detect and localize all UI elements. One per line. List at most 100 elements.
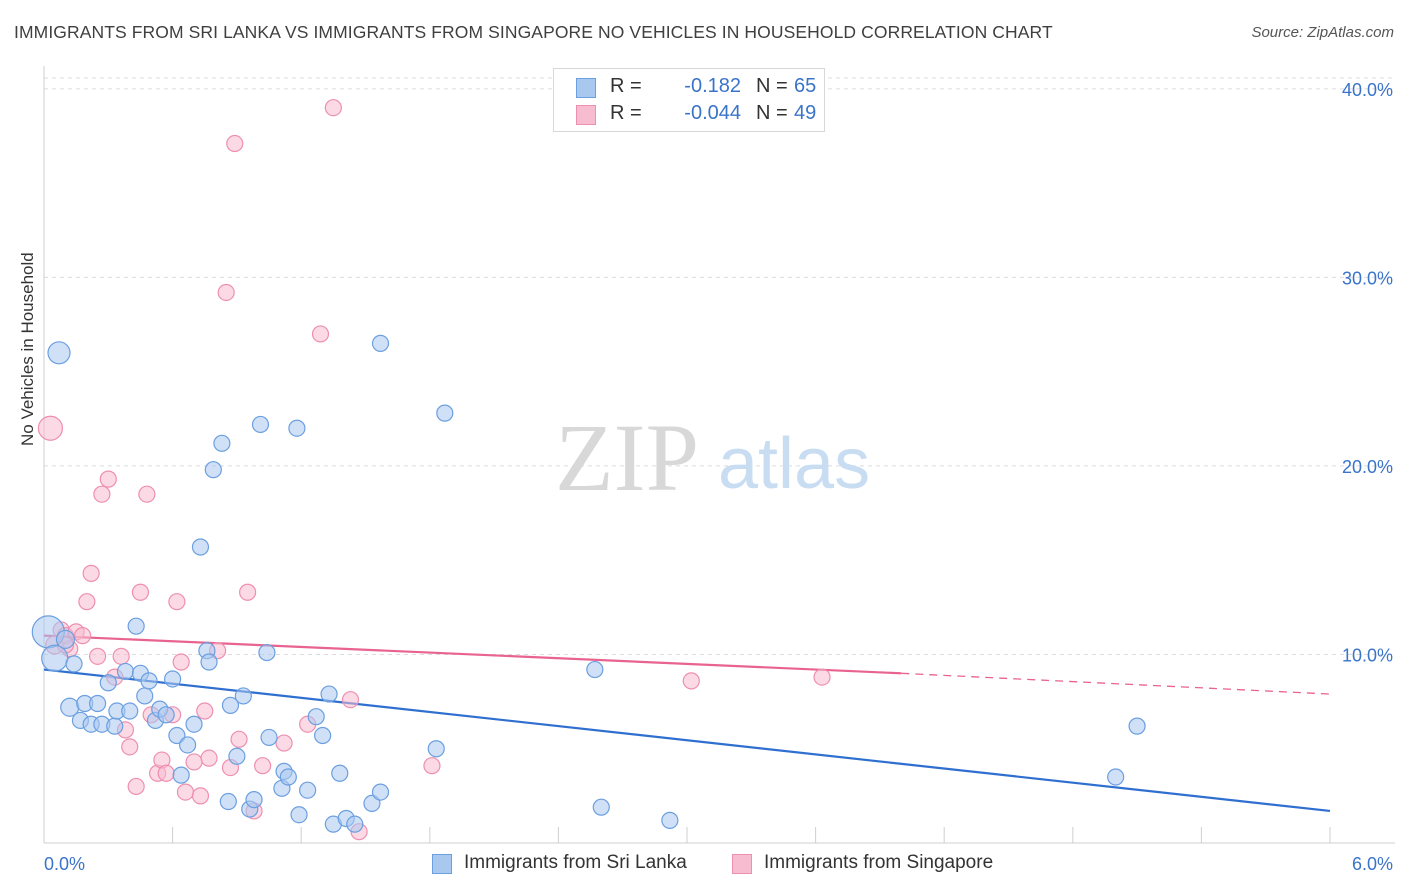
point-sri-lanka [191, 538, 210, 556]
point-sri-lanka [116, 662, 135, 681]
point-sri-lanka [586, 660, 604, 679]
point-singapore [226, 134, 244, 153]
point-singapore [93, 485, 111, 503]
point-singapore [121, 738, 139, 756]
point-singapore [157, 764, 175, 782]
y-tick-label: 40.0% [1342, 80, 1393, 100]
point-sri-lanka [245, 791, 263, 809]
point-sri-lanka [427, 740, 445, 758]
point-sri-lanka [127, 617, 145, 635]
point-sri-lanka [371, 334, 390, 352]
point-sri-lanka [258, 643, 276, 662]
point-singapore [138, 485, 156, 503]
point-sri-lanka [314, 726, 332, 745]
point-sri-lanka [221, 696, 240, 714]
trend-line-sri-lanka [43, 668, 1331, 813]
data-points [31, 99, 1146, 841]
point-singapore [275, 734, 293, 752]
point-singapore [131, 583, 150, 601]
point-singapore [176, 783, 195, 801]
point-singapore [230, 730, 248, 748]
point-singapore [191, 787, 210, 805]
legend-swatch-singapore [576, 105, 596, 125]
grid-lines [44, 77, 1395, 655]
watermark-atlas: atlas [718, 424, 870, 504]
point-sri-lanka [99, 674, 117, 692]
point-sri-lanka [234, 687, 252, 705]
point-sri-lanka [200, 653, 218, 671]
legend-n-label: N = [756, 102, 788, 124]
point-singapore [423, 757, 441, 775]
correlation-legend: R = -0.182 N = 65 R = -0.044 N = 49 [553, 68, 825, 132]
point-sri-lanka [592, 798, 610, 816]
point-singapore [239, 583, 257, 601]
point-sri-lanka [371, 783, 390, 801]
point-sri-lanka [213, 434, 231, 452]
point-sri-lanka [260, 728, 278, 747]
point-sri-lanka [136, 687, 154, 705]
point-sri-lanka [47, 341, 71, 365]
chart-title: IMMIGRANTS FROM SRI LANKA VS IMMIGRANTS … [14, 22, 1053, 42]
point-singapore [311, 325, 330, 343]
point-singapore [813, 668, 831, 686]
point-singapore [217, 283, 235, 302]
point-sri-lanka [164, 670, 182, 688]
legend-r-value: -0.044 [684, 102, 741, 124]
legend-r-label: R = [610, 102, 642, 124]
bottom-legend-swatch-singapore [732, 854, 752, 874]
point-sri-lanka [55, 629, 76, 649]
point-singapore [112, 647, 130, 665]
point-singapore [324, 99, 342, 117]
point-singapore [127, 777, 145, 796]
point-sri-lanka [140, 672, 158, 690]
x-tick-label-min: 0.0% [44, 854, 85, 874]
watermark: ZIP atlas [555, 404, 870, 511]
legend-n-value: 65 [794, 75, 817, 97]
point-singapore [88, 647, 107, 665]
point-sri-lanka [106, 717, 124, 735]
watermark-zip: ZIP [555, 404, 699, 511]
point-sri-lanka [88, 694, 107, 713]
point-sri-lanka [65, 655, 83, 673]
point-singapore [82, 564, 100, 582]
point-sri-lanka [41, 644, 69, 672]
point-singapore [73, 627, 92, 645]
point-singapore [185, 753, 203, 771]
point-sri-lanka [288, 419, 306, 437]
point-singapore [168, 593, 186, 611]
y-tick-label: 10.0% [1342, 645, 1393, 665]
point-singapore [254, 757, 272, 775]
point-sri-lanka [661, 811, 679, 829]
point-singapore [196, 702, 214, 720]
tick-labels: 10.0% 20.0% 30.0% 40.0% 0.0% 6.0% [44, 80, 1393, 874]
point-singapore [78, 593, 96, 611]
point-singapore [682, 672, 700, 690]
bottom-legend-label-sri-lanka: Immigrants from Sri Lanka [464, 852, 687, 873]
point-sri-lanka [204, 461, 222, 479]
y-axis-title: No Vehicles in Household [18, 252, 37, 446]
point-singapore [99, 470, 117, 488]
point-sri-lanka [1128, 717, 1146, 735]
point-sri-lanka [436, 404, 454, 422]
point-sri-lanka [1107, 768, 1125, 786]
point-sri-lanka [331, 764, 349, 782]
point-singapore [341, 691, 360, 709]
point-sri-lanka [172, 766, 190, 784]
point-sri-lanka [320, 685, 338, 703]
point-singapore [172, 653, 190, 671]
point-sri-lanka [157, 706, 175, 724]
legend-r-label: R = [610, 75, 642, 97]
point-sri-lanka [363, 794, 381, 813]
point-sri-lanka [307, 708, 325, 726]
point-sri-lanka [251, 415, 270, 434]
point-sri-lanka [219, 792, 237, 811]
point-singapore [200, 749, 218, 767]
point-sri-lanka [228, 747, 246, 765]
point-sri-lanka [179, 736, 197, 754]
axes [43, 66, 1395, 844]
x-tick-label-max: 6.0% [1352, 854, 1393, 874]
trend-line-singapore [43, 634, 902, 675]
y-tick-label: 20.0% [1342, 457, 1393, 477]
legend-r-value: -0.182 [684, 75, 741, 97]
